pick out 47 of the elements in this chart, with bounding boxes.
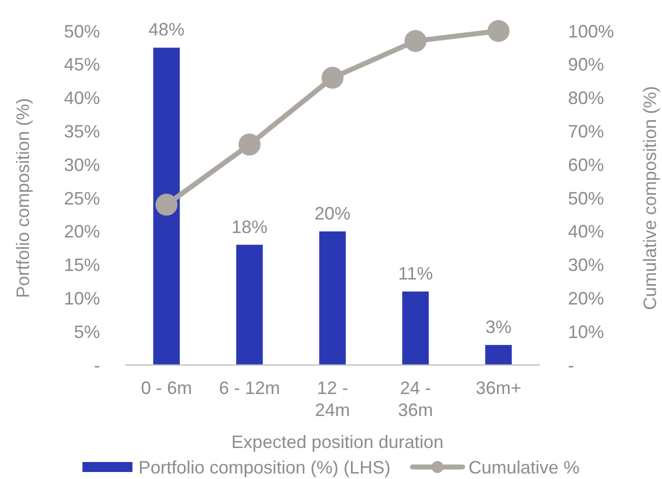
y-tick-label: - — [94, 355, 100, 376]
y2-tick-label: - — [568, 355, 574, 376]
y-tick-label: 10% — [64, 288, 100, 308]
bar — [402, 292, 429, 365]
y-tick-label: 25% — [64, 188, 100, 208]
y-tick-label: 30% — [64, 154, 100, 175]
x-tick-label: 12 - 24m — [314, 378, 350, 420]
x-tick-label: 36m+ — [476, 378, 522, 398]
y2-tick-label: 70% — [568, 122, 604, 142]
data-label: 11% — [398, 264, 433, 284]
y-tick-label: 35% — [64, 122, 100, 142]
y-tick-label: 40% — [64, 88, 100, 108]
data-label: 20% — [314, 203, 351, 224]
y2-tick-label: 80% — [568, 88, 604, 108]
data-label: 3% — [485, 316, 512, 337]
point — [238, 134, 260, 156]
bar — [485, 344, 512, 365]
x-tick-label: 6 - 12m — [218, 378, 280, 398]
point — [488, 20, 510, 42]
x-tick-label: 24 - 36m — [398, 378, 434, 420]
point — [322, 66, 344, 89]
y2-tick-label: 100% — [568, 21, 614, 42]
point — [404, 30, 426, 52]
y2-tick-label: 50% — [568, 188, 604, 208]
bar — [319, 231, 346, 365]
y2-tick-label: 90% — [568, 54, 604, 75]
legend-label: Portfolio composition (%) (LHS) — [138, 457, 391, 478]
y-tick-label: 5% — [74, 322, 100, 342]
y2-tick-label: 20% — [568, 288, 604, 308]
x-tick-label: 0 - 6m — [140, 378, 192, 398]
data-label: 48% — [148, 20, 185, 40]
bar — [236, 244, 263, 365]
y-tick-label: 15% — [64, 255, 100, 276]
y-axis-title: Portfolio composition (%) — [13, 98, 33, 298]
legend-label: Cumulative % — [468, 457, 580, 478]
data-label: 18% — [231, 216, 268, 237]
point — [156, 194, 178, 216]
y-tick-label: 50% — [64, 21, 100, 42]
y2-tick-label: 30% — [568, 255, 604, 276]
y2-tick-label: 60% — [568, 154, 604, 175]
x-axis-title: Expected position duration — [231, 432, 444, 452]
y2-tick-label: 10% — [568, 322, 604, 342]
bar — [153, 48, 180, 365]
y-tick-label: 20% — [64, 222, 100, 242]
y-tick-label: 45% — [64, 54, 100, 75]
y2-axis-title: Cumulative composition (%) — [640, 86, 660, 310]
y2-tick-label: 40% — [568, 222, 604, 242]
